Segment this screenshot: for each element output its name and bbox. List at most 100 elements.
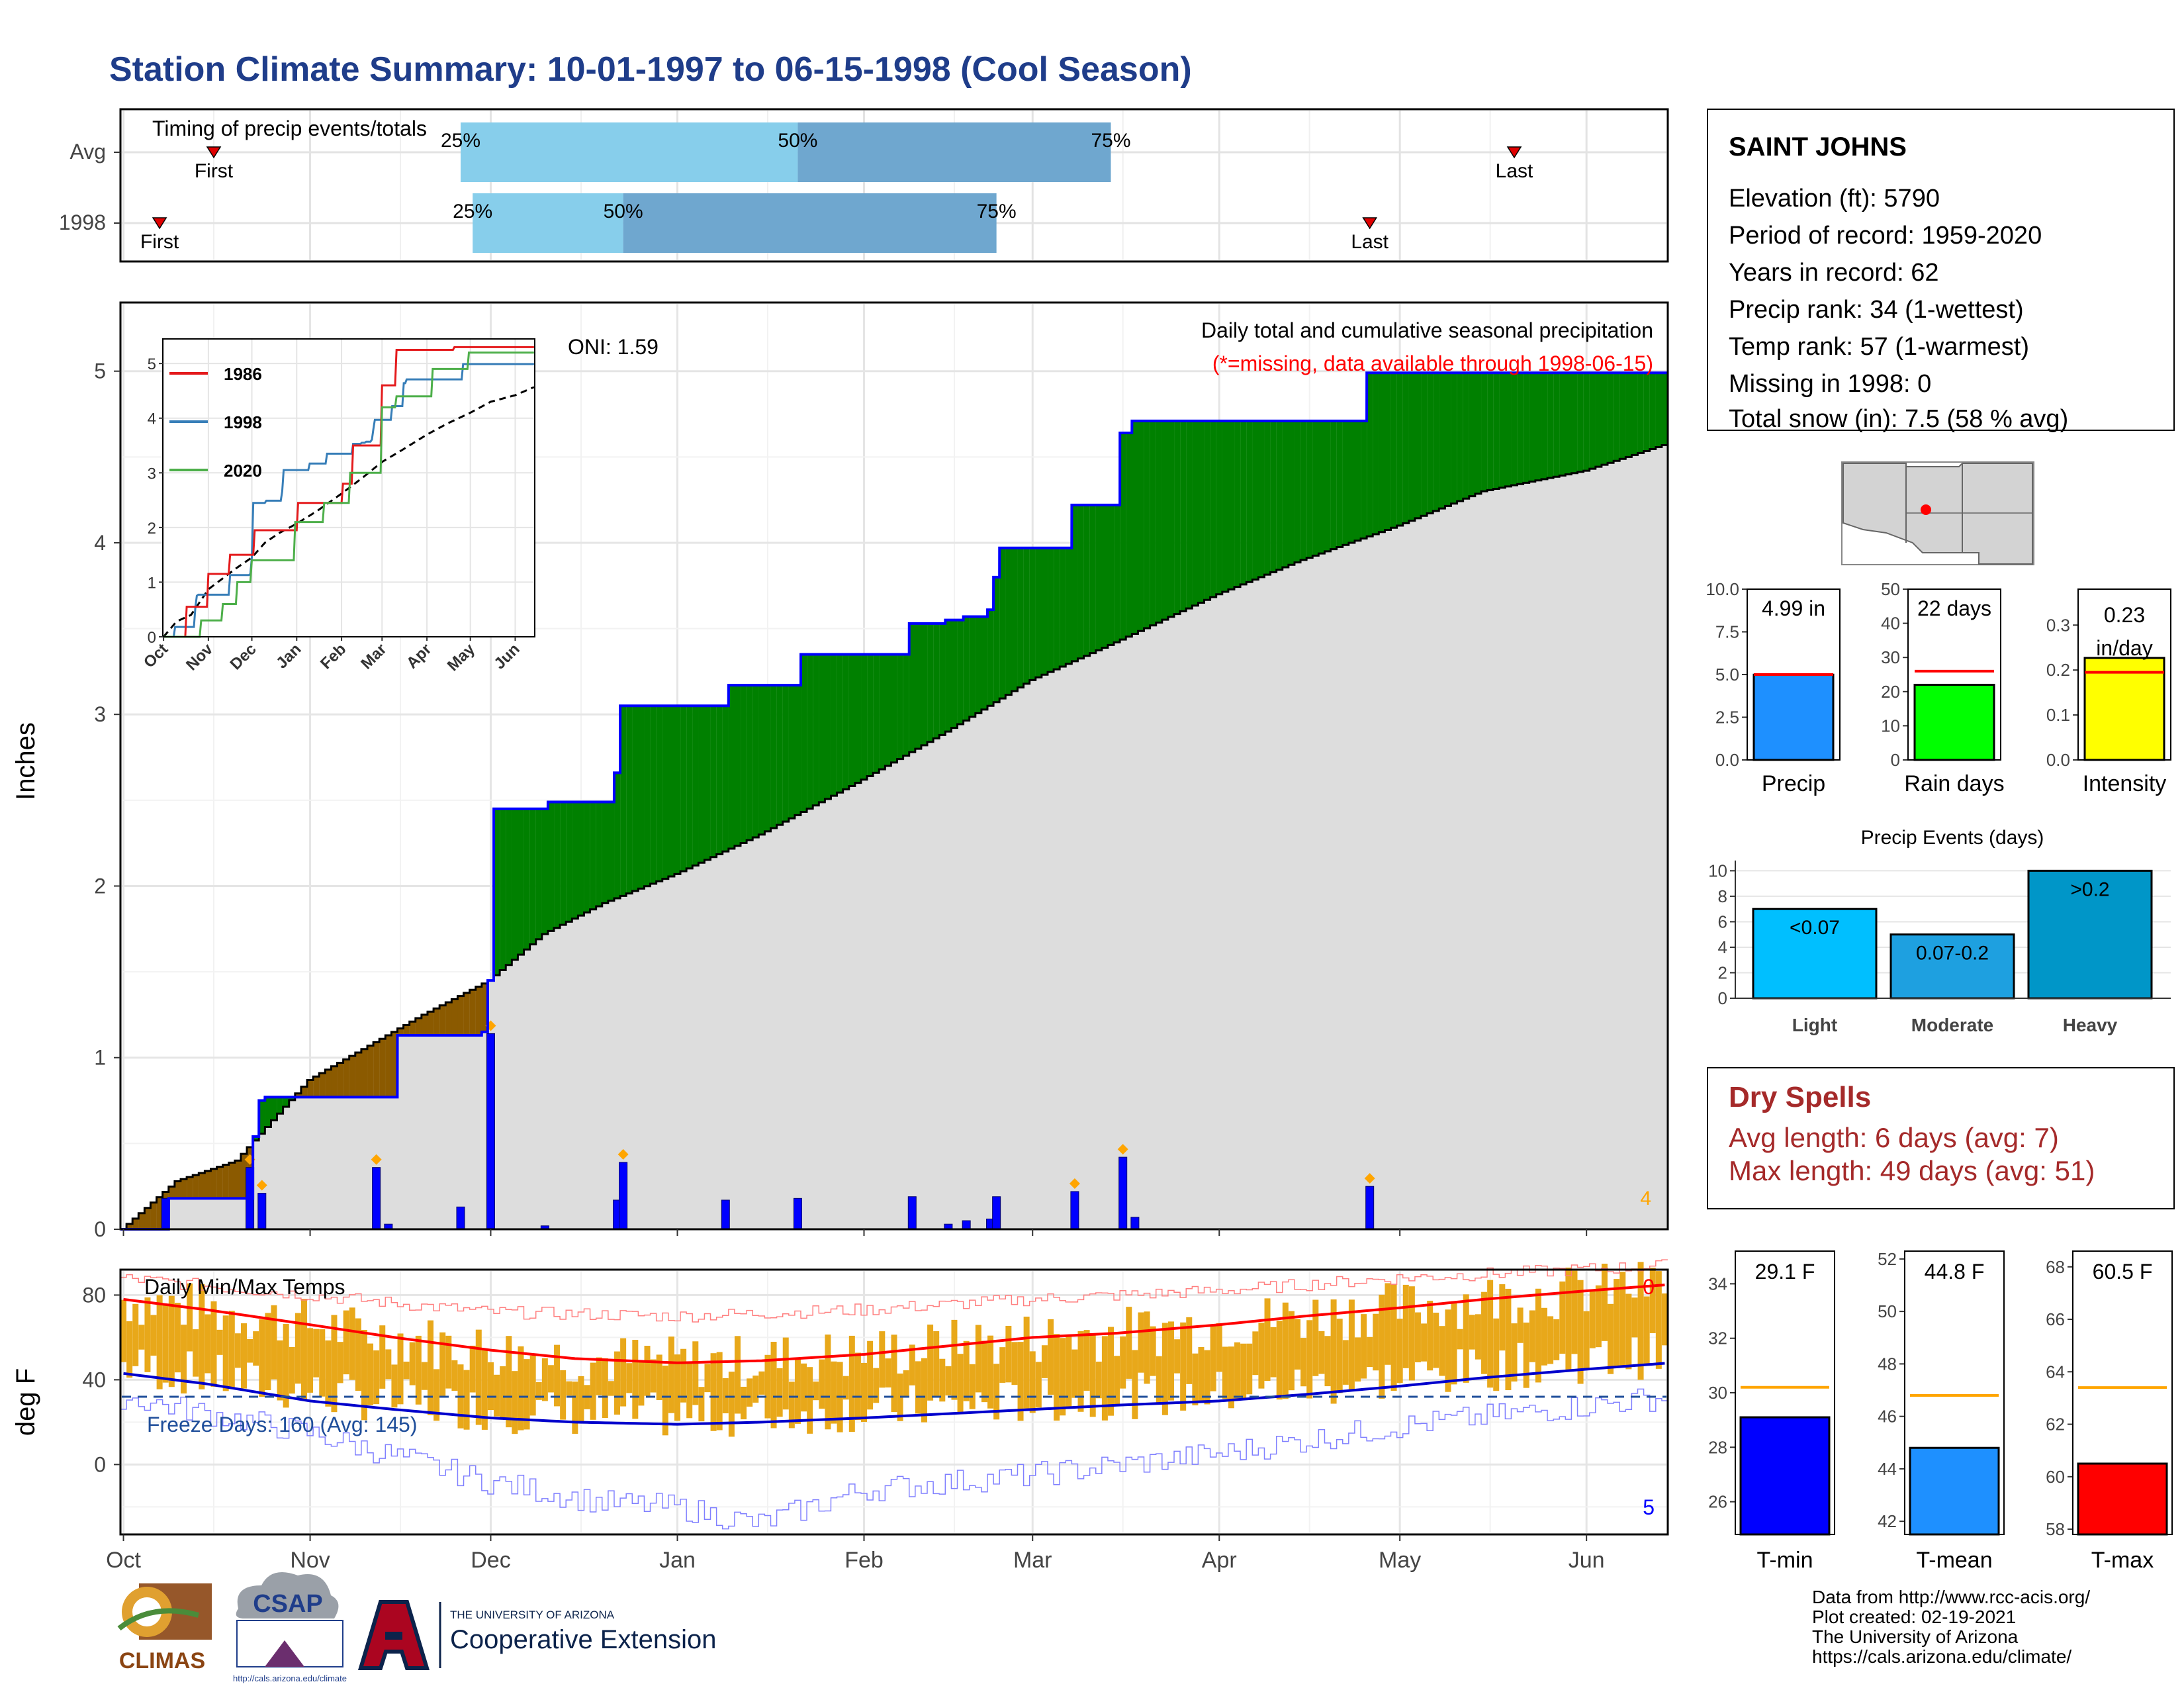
precip-above-avg-fill <box>620 706 627 896</box>
temp-daily-bar <box>228 1311 235 1387</box>
mini-bar-x-label: Intensity <box>2083 771 2167 796</box>
precip-above-avg-fill <box>788 685 796 819</box>
temp-summary-y-tick-label: 52 <box>1878 1249 1897 1269</box>
precip-above-avg-fill <box>933 623 940 739</box>
temp-summary-x-label: T-min <box>1757 1548 1813 1573</box>
precip-below-avg-fill <box>337 1062 343 1098</box>
precip-above-avg-fill <box>987 610 994 706</box>
temp-daily-bar <box>1475 1314 1481 1360</box>
temp-daily-bar <box>801 1363 807 1412</box>
temp-daily-bar <box>1252 1331 1259 1376</box>
precip-above-avg-fill <box>1228 420 1235 590</box>
month-label: Apr <box>1202 1548 1237 1573</box>
timing-bars: 25% 50% 75% First Last 25% 50% 75% First Last <box>140 122 1533 253</box>
temp-daily-bar <box>295 1313 301 1384</box>
temp-daily-bar <box>578 1376 584 1423</box>
temp-daily-bar <box>1529 1310 1535 1362</box>
mini-bar-value-unit: in/day <box>2096 636 2152 660</box>
precip-below-avg-fill <box>300 1086 308 1098</box>
temp-daily-bar <box>535 1382 542 1400</box>
credit-plot-date: Plot created: 02-19-2021 <box>1812 1607 2016 1627</box>
precip-above-avg-fill <box>662 706 669 879</box>
precip-below-avg-fill <box>428 1011 434 1036</box>
precip-above-avg-fill <box>554 802 561 928</box>
precip-below-avg-fill <box>409 1021 416 1036</box>
precip-above-avg-fill <box>1595 373 1602 467</box>
temp-daily-bar <box>632 1340 639 1419</box>
temp-daily-bar <box>181 1325 187 1394</box>
inset-1998-line <box>163 363 534 638</box>
temp-summary-x-label: T-max <box>2091 1548 2154 1573</box>
precip-below-avg-fill <box>205 1170 211 1199</box>
precip-above-avg-fill <box>1637 373 1644 453</box>
precip-below-avg-fill <box>397 1028 404 1036</box>
month-label: Nov <box>290 1548 330 1573</box>
mini-bar-y-tick-label: 10 <box>1881 716 1900 735</box>
precip-below-avg-fill <box>463 992 470 1036</box>
temp-daily-bar <box>361 1330 367 1421</box>
precip-above-avg-fill <box>259 1100 265 1134</box>
temp-daily-bar <box>752 1376 759 1403</box>
precip-below-avg-fill <box>457 996 464 1036</box>
precip-y-tick-label: 4 <box>94 531 106 555</box>
precip-above-avg-fill <box>1258 420 1265 577</box>
mini-bar-value-label: 22 days <box>1917 596 1991 620</box>
ua-logo: THE UNIVERSITY OF ARIZONA Cooperative Ex… <box>357 1600 716 1670</box>
precip-above-avg-fill <box>1306 420 1313 558</box>
precip-above-avg-fill <box>1402 373 1409 524</box>
temp-summary-y-tick-label: 64 <box>2046 1362 2065 1382</box>
temp-daily-bar <box>1608 1303 1614 1374</box>
precip-above-avg-fill <box>1324 420 1331 551</box>
precip-below-avg-fill <box>126 1223 133 1229</box>
precip-above-avg-fill <box>782 685 789 822</box>
precip-above-avg-fill <box>541 808 549 935</box>
temp-daily-bar <box>620 1338 627 1407</box>
precip-above-avg-fill <box>873 654 880 773</box>
temp-daily-bar <box>1583 1311 1590 1369</box>
temp-daily-bar <box>1421 1323 1428 1362</box>
precip-above-avg-fill <box>1493 373 1500 489</box>
precip-below-avg-fill <box>331 1066 338 1098</box>
events-y-tick-label: 4 <box>1718 937 1727 957</box>
precip-above-avg-fill <box>1132 420 1138 634</box>
precip-above-avg-fill <box>271 1097 277 1121</box>
precip-above-avg-fill <box>1054 547 1060 670</box>
precip-above-avg-fill <box>506 808 512 965</box>
precip-above-avg-fill <box>289 1097 295 1100</box>
precip-above-avg-fill <box>626 706 633 894</box>
temp-daily-bar <box>162 1304 169 1383</box>
precip-above-avg-fill <box>1614 373 1620 461</box>
precip-below-avg-fill <box>234 1160 242 1199</box>
temp-daily-bar <box>409 1342 416 1385</box>
temp-daily-bar <box>512 1371 518 1434</box>
temp-summary-y-tick-label: 50 <box>1878 1301 1897 1321</box>
temp-daily-bar <box>1295 1319 1301 1370</box>
precip-daily-bar <box>962 1220 971 1230</box>
precip-above-avg-fill <box>764 685 771 831</box>
temp-daily-bar <box>656 1354 662 1401</box>
temp-summary-y-tick-label: 26 <box>1708 1492 1727 1512</box>
precip-above-avg-fill <box>1174 420 1181 614</box>
precip-above-avg-fill <box>1083 504 1090 656</box>
precip-above-avg-fill <box>1571 373 1578 473</box>
temp-summary-value-label: 44.8 F <box>1925 1260 1985 1284</box>
avg-max-line <box>123 1284 1665 1364</box>
precip-above-avg-fill <box>1457 373 1463 501</box>
precip-above-avg-fill <box>656 706 662 882</box>
temp-y-tick-label: 40 <box>82 1368 106 1391</box>
temp-daily-bar <box>373 1350 380 1405</box>
precip-above-avg-fill <box>1408 373 1416 521</box>
precip-above-avg-fill <box>692 706 699 866</box>
station-box-frame <box>1707 109 2175 431</box>
precip-above-avg-fill <box>1252 420 1259 580</box>
precip-above-avg-fill <box>1379 373 1385 532</box>
temp-daily-bar <box>283 1324 289 1408</box>
precip-above-avg-fill <box>734 685 741 846</box>
temp-daily-bar <box>391 1364 398 1408</box>
precip-above-avg-fill <box>951 620 958 728</box>
month-label: Oct <box>106 1548 141 1573</box>
temp-daily-bar <box>728 1372 735 1437</box>
temp-daily-bar <box>1390 1284 1397 1391</box>
precip-above-avg-fill <box>891 654 897 763</box>
timing-label: Timing of precip events/totals <box>152 117 427 140</box>
